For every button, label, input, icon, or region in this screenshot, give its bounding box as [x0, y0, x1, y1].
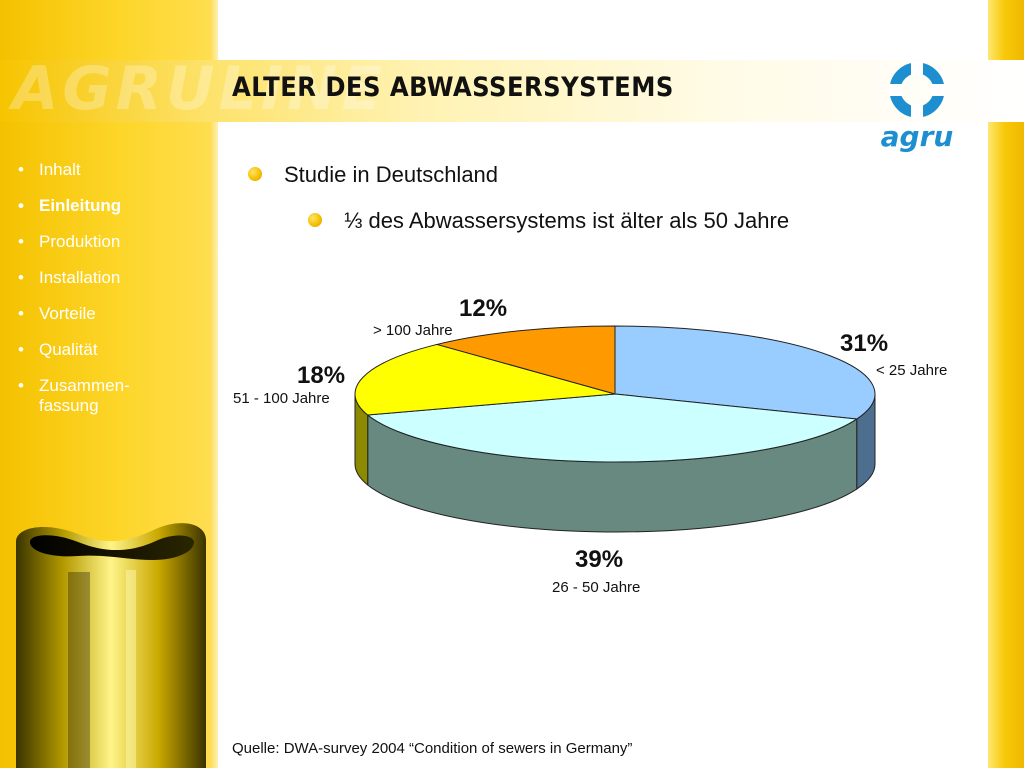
nav-item-label: Zusammen-: [39, 376, 130, 395]
nav-item-installation[interactable]: • Installation: [18, 268, 121, 287]
cat-label-gt100: > 100 Jahre: [373, 322, 453, 339]
logo-text: agru: [881, 120, 954, 153]
nav-item-label: Inhalt: [39, 160, 81, 179]
nav-item-label: Produktion: [39, 232, 121, 251]
nav-item-zusammenfassung[interactable]: • Zusammen-fassung: [18, 376, 130, 415]
bullet-dot-icon: [248, 167, 262, 182]
pie-slice-26-50-jahre: [366, 393, 859, 463]
nav-item-label: Qualität: [39, 340, 98, 359]
bullet-dot-icon: [308, 213, 322, 228]
brand-watermark: AGRULINE: [12, 54, 387, 124]
nav-item-label: Vorteile: [39, 304, 96, 323]
pie-top-faces: [354, 325, 876, 463]
bullet-study-text: Studie in Deutschland: [284, 162, 499, 187]
pct-label-gt100: 12%: [459, 295, 508, 322]
slide-title: ALTER DES ABWASSERSYSTEMS: [232, 72, 674, 103]
age-pie-chart: [354, 325, 876, 533]
nav-item-einleitung[interactable]: • Einleitung: [18, 196, 122, 215]
bullet-study: Studie in Deutschland: [248, 162, 498, 188]
bullet-third-older-text: ⅓ des Abwassersystems ist älter als 50 J…: [344, 208, 790, 233]
header-band: [0, 60, 1024, 122]
nav-item-qualitaet[interactable]: • Qualität: [18, 340, 98, 359]
pipe-illustration: [8, 512, 213, 768]
nav-item-vorteile[interactable]: • Vorteile: [18, 304, 96, 323]
pie-slice-51-100-jahre: [354, 343, 616, 416]
nav-item-label: Einleitung: [39, 196, 122, 215]
bullet-third-older: ⅓ des Abwassersystems ist älter als 50 J…: [308, 208, 789, 234]
nav-item-inhalt[interactable]: • Inhalt: [18, 160, 81, 179]
pie-slice--100-jahre: [435, 325, 616, 395]
agru-logo: agru: [868, 60, 968, 155]
cat-label-lt25: < 25 Jahre: [876, 362, 948, 379]
cat-label-51-100: 51 - 100 Jahre: [233, 390, 330, 407]
nav-item-label-line2: fassung: [39, 396, 99, 415]
pie-slice--25-jahre: [614, 325, 876, 420]
nav-item-produktion[interactable]: • Produktion: [18, 232, 121, 251]
agru-logo-icon: agru: [881, 62, 954, 153]
pct-label-26-50: 39%: [575, 546, 624, 573]
nav-item-label: Installation: [39, 268, 121, 287]
right-accent-bar: [988, 0, 1024, 768]
pct-label-51-100: 18%: [297, 362, 346, 389]
cat-label-26-50: 26 - 50 Jahre: [552, 579, 641, 596]
pct-label-lt25: 31%: [840, 330, 889, 357]
source-citation: Quelle: DWA-survey 2004 “Condition of se…: [232, 740, 633, 757]
sidebar-nav: • Inhalt • Einleitung • Produktion • Install…: [18, 160, 130, 432]
